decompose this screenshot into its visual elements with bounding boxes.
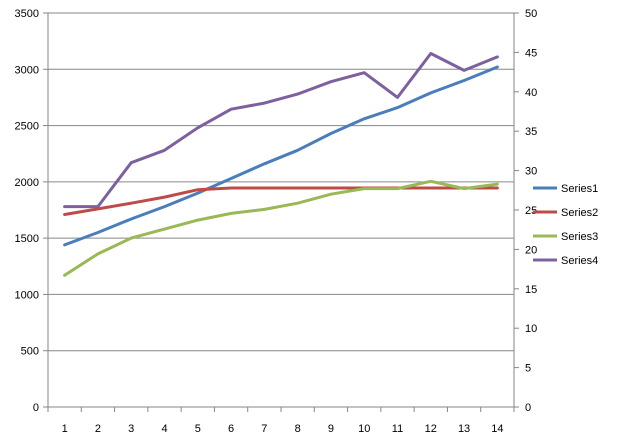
series-line-series4 bbox=[63, 52, 499, 209]
right-axis-tick-label: 20 bbox=[525, 244, 537, 256]
right-axis-tick-label: 15 bbox=[525, 284, 537, 296]
x-axis-tick-label: 6 bbox=[228, 423, 234, 435]
right-axis-tick-label: 35 bbox=[525, 126, 537, 138]
legend-label: Series3 bbox=[561, 231, 598, 243]
legend-label: Series2 bbox=[561, 207, 598, 219]
legend-label: Series4 bbox=[561, 255, 598, 267]
left-axis-tick-label: 1000 bbox=[15, 289, 39, 301]
left-axis-tick-label: 500 bbox=[21, 346, 39, 358]
x-axis-tick-labels: 1 2 3 4 5 6 7 8 9 10 11 12 13 14 bbox=[62, 423, 504, 435]
left-axis-tick-label: 2500 bbox=[15, 121, 39, 133]
right-axis-tick-label: 50 bbox=[525, 8, 537, 20]
series-lines bbox=[63, 52, 499, 277]
x-axis-tick-label: 9 bbox=[328, 423, 334, 435]
left-axis-tick-label: 1500 bbox=[15, 233, 39, 245]
left-axis-tick-label: 2000 bbox=[15, 177, 39, 189]
left-axis-tick-labels: 0 500 1000 1500 2000 2500 3000 3500 bbox=[15, 8, 39, 414]
left-axis-tick-label: 3500 bbox=[15, 8, 39, 20]
left-axis-tick-label: 0 bbox=[33, 402, 39, 414]
x-axis-tick-label: 4 bbox=[161, 423, 167, 435]
legend-label: Series1 bbox=[561, 183, 598, 195]
right-axis-tick-label: 5 bbox=[525, 363, 531, 375]
right-axis-tick-labels: 0 5 10 15 20 25 30 35 40 45 50 bbox=[525, 8, 537, 414]
x-axis-tick-label: 5 bbox=[195, 423, 201, 435]
x-axis-tick-label: 2 bbox=[95, 423, 101, 435]
x-axis-tick-label: 8 bbox=[295, 423, 301, 435]
x-axis-tick-label: 1 bbox=[62, 423, 68, 435]
x-axis-tick-label: 7 bbox=[261, 423, 267, 435]
gridlines bbox=[48, 12, 514, 352]
right-axis-tick-label: 30 bbox=[525, 166, 537, 178]
x-axis-tick-label: 12 bbox=[425, 423, 437, 435]
x-axis-tick-label: 14 bbox=[491, 423, 503, 435]
x-axis-tick-label: 13 bbox=[458, 423, 470, 435]
series-line-series3 bbox=[63, 179, 499, 277]
right-axis-tick-label: 45 bbox=[525, 47, 537, 59]
left-axis-tick-label: 3000 bbox=[15, 64, 39, 76]
axes bbox=[43, 12, 519, 412]
right-axis-tick-label: 10 bbox=[525, 323, 537, 335]
x-axis-tick-label: 10 bbox=[358, 423, 370, 435]
right-axis-tick-label: 0 bbox=[525, 402, 531, 414]
series-line-series1 bbox=[63, 65, 499, 247]
right-axis-tick-label: 40 bbox=[525, 87, 537, 99]
series-line-series2 bbox=[63, 186, 499, 216]
x-axis-tick-label: 3 bbox=[128, 423, 134, 435]
legend: Series1 Series2 Series3 Series4 bbox=[533, 183, 598, 267]
x-axis-tick-label: 11 bbox=[392, 423, 403, 435]
right-axis-tick-label: 25 bbox=[525, 205, 537, 217]
